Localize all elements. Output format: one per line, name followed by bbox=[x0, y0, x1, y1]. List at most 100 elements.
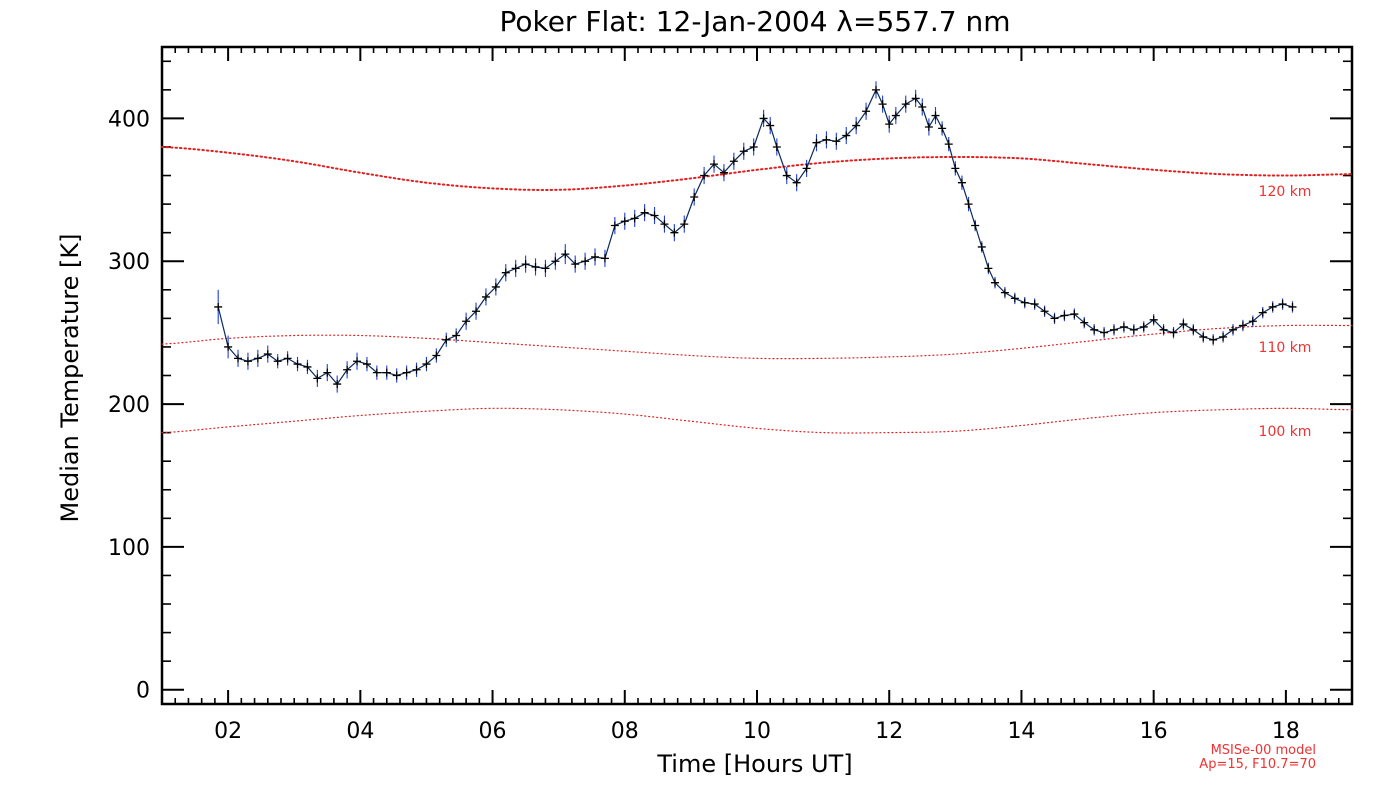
data-point bbox=[700, 171, 709, 180]
data-point bbox=[951, 164, 960, 173]
data-point bbox=[766, 121, 775, 130]
data-point bbox=[412, 365, 421, 374]
data-point bbox=[1129, 325, 1138, 334]
data-point bbox=[293, 360, 302, 369]
data-point bbox=[772, 142, 781, 151]
data-point bbox=[822, 135, 831, 144]
x-tick-label: 02 bbox=[214, 719, 242, 744]
data-point bbox=[911, 94, 920, 103]
model-label-100km: 100 km bbox=[1259, 424, 1312, 440]
data-point bbox=[680, 220, 689, 229]
data-point bbox=[931, 111, 940, 120]
data-point bbox=[392, 371, 401, 380]
data-point bbox=[802, 164, 811, 173]
temperature-series-line bbox=[217, 88, 1293, 386]
data-point bbox=[1169, 328, 1178, 337]
data-point bbox=[253, 354, 262, 363]
data-point bbox=[1060, 311, 1069, 320]
data-point bbox=[491, 282, 500, 291]
data-point bbox=[620, 217, 629, 226]
data-point bbox=[1238, 321, 1247, 330]
data-point bbox=[670, 228, 679, 237]
model-curve-100km bbox=[161, 407, 1353, 434]
model-note-line1: MSISe-00 model bbox=[1211, 743, 1316, 758]
data-point bbox=[442, 335, 451, 344]
data-point bbox=[832, 137, 841, 146]
model-curve-120km bbox=[161, 146, 1353, 191]
data-point bbox=[402, 368, 411, 377]
data-point bbox=[971, 221, 980, 230]
data-point bbox=[571, 260, 580, 269]
data-point bbox=[1159, 325, 1168, 334]
data-point bbox=[273, 357, 282, 366]
data-point bbox=[1050, 314, 1059, 323]
data-point bbox=[452, 331, 461, 340]
x-tick-label: 14 bbox=[1007, 719, 1035, 744]
x-tick-label: 18 bbox=[1272, 719, 1300, 744]
data-point bbox=[610, 221, 619, 230]
data-point bbox=[1258, 308, 1267, 317]
plot-frame bbox=[160, 45, 1354, 706]
data-point bbox=[591, 252, 600, 261]
data-point bbox=[878, 100, 887, 109]
data-point bbox=[729, 157, 738, 166]
data-point bbox=[541, 264, 550, 273]
x-tick-label: 12 bbox=[875, 719, 903, 744]
data-point bbox=[944, 140, 953, 149]
data-point bbox=[600, 254, 609, 263]
x-tick-label: 08 bbox=[611, 719, 639, 744]
model-curve-110km bbox=[161, 324, 1353, 360]
data-point bbox=[782, 171, 791, 180]
y-tick-label: 0 bbox=[136, 679, 150, 704]
data-point bbox=[852, 121, 861, 130]
data-point bbox=[739, 147, 748, 156]
data-point bbox=[1110, 325, 1118, 334]
data-point bbox=[964, 200, 973, 209]
data-point bbox=[792, 178, 801, 187]
y-tick-label: 100 bbox=[108, 536, 150, 561]
data-point bbox=[640, 208, 649, 217]
data-point bbox=[977, 242, 986, 251]
data-point bbox=[481, 292, 490, 301]
y-tick-label: 200 bbox=[108, 393, 150, 418]
data-point bbox=[938, 124, 947, 133]
data-point bbox=[1030, 300, 1039, 309]
data-point bbox=[918, 102, 927, 111]
data-point bbox=[234, 354, 243, 363]
data-point bbox=[1189, 325, 1198, 334]
data-point bbox=[710, 160, 719, 169]
x-tick-label: 04 bbox=[346, 719, 374, 744]
data-point bbox=[333, 380, 342, 389]
x-tick-label: 06 bbox=[479, 719, 507, 744]
data-point bbox=[1080, 318, 1089, 327]
data-point bbox=[1090, 325, 1099, 334]
x-tick-label: 16 bbox=[1140, 719, 1168, 744]
data-point bbox=[263, 350, 272, 359]
data-point bbox=[660, 220, 669, 229]
data-point bbox=[885, 120, 894, 129]
data-point bbox=[630, 214, 639, 223]
data-point bbox=[842, 131, 851, 140]
data-point bbox=[372, 368, 381, 377]
data-point bbox=[1229, 325, 1237, 334]
data-point bbox=[812, 138, 821, 147]
data-point bbox=[303, 362, 312, 371]
data-point bbox=[690, 192, 699, 201]
data-point bbox=[1119, 322, 1128, 331]
data-point bbox=[1020, 298, 1029, 307]
data-point bbox=[432, 351, 441, 360]
data-point bbox=[511, 264, 520, 273]
data-point bbox=[1000, 288, 1009, 297]
data-point bbox=[561, 250, 570, 259]
data-point bbox=[891, 111, 900, 120]
data-point bbox=[1139, 322, 1148, 331]
data-point bbox=[984, 264, 993, 273]
data-point bbox=[313, 374, 322, 383]
data-point bbox=[1040, 307, 1049, 316]
data-point bbox=[862, 107, 871, 116]
data-point bbox=[1010, 294, 1019, 303]
data-point bbox=[551, 257, 560, 266]
data-point bbox=[353, 357, 362, 366]
data-point bbox=[749, 142, 758, 151]
